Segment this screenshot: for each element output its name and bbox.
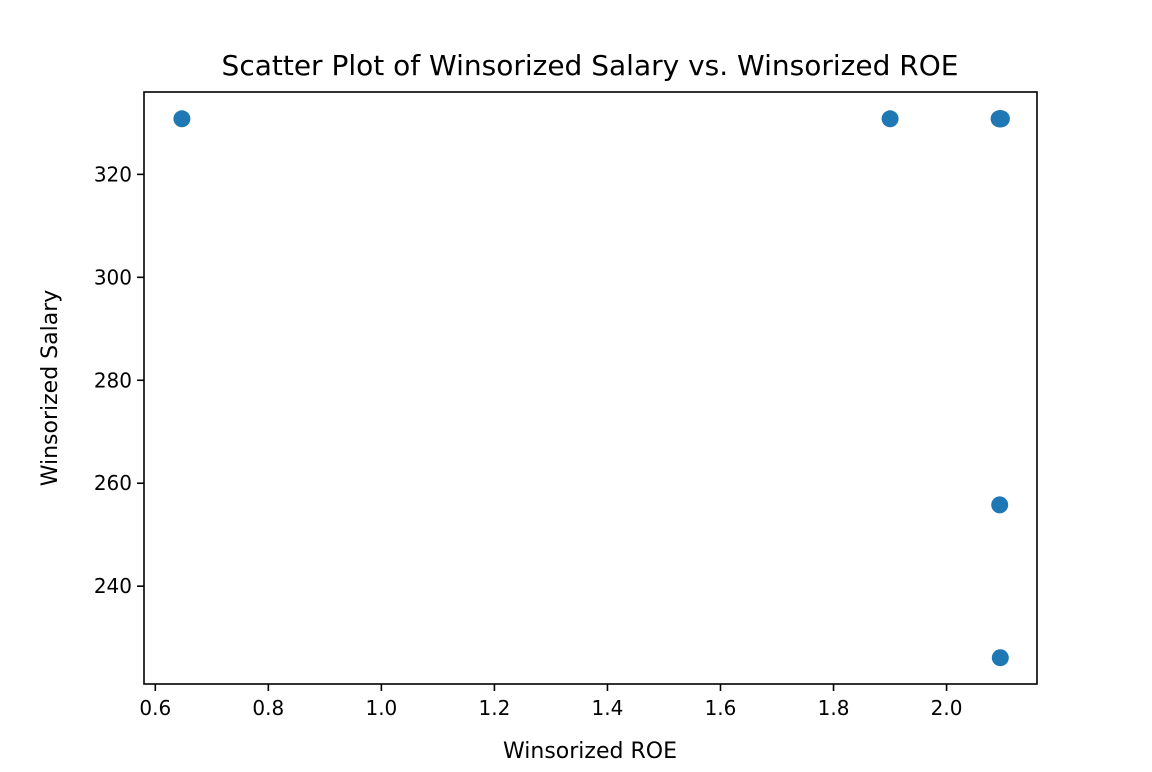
y-tick-label: 300	[94, 265, 132, 289]
x-axis-label: Winsorized ROE	[503, 739, 677, 764]
y-tick-label: 260	[94, 471, 132, 495]
data-points	[173, 110, 1010, 667]
x-tick-label: 1.6	[705, 696, 737, 720]
x-tick-label: 0.8	[252, 696, 284, 720]
data-point	[173, 110, 191, 128]
x-tick-label: 1.0	[365, 696, 397, 720]
data-point	[881, 110, 899, 128]
plot-area-frame	[143, 91, 1038, 685]
y-axis-ticks: 240 260 280 300 320	[94, 162, 144, 598]
y-tick-label: 320	[94, 162, 132, 186]
x-tick-label: 0.6	[139, 696, 171, 720]
data-point	[991, 649, 1009, 667]
chart-title: Scatter Plot of Winsorized Salary vs. Wi…	[222, 49, 959, 82]
y-axis-label: Winsorized Salary	[38, 290, 63, 487]
x-axis-ticks: 0.6 0.8 1.0 1.2 1.4 1.6 1.8 2.0	[139, 684, 962, 720]
x-tick-label: 1.2	[479, 696, 511, 720]
data-point	[992, 110, 1010, 128]
y-tick-label: 240	[94, 574, 132, 598]
x-tick-label: 1.4	[592, 696, 624, 720]
data-point	[991, 496, 1009, 514]
x-tick-label: 2.0	[931, 696, 963, 720]
y-tick-label: 280	[94, 368, 132, 392]
x-tick-label: 1.8	[818, 696, 850, 720]
